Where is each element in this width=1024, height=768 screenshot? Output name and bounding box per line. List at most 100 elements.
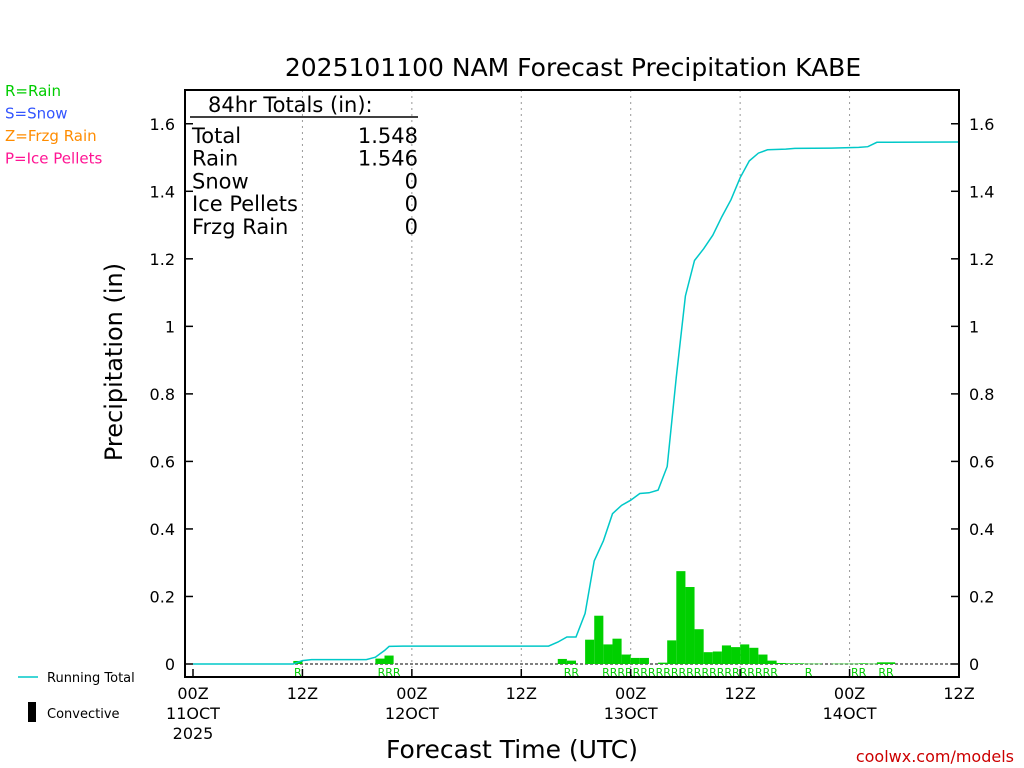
totals-row-label: Snow: [192, 169, 249, 193]
totals-row-value: 0: [405, 192, 418, 216]
type-legend-item: Z=Frzg Rain: [5, 127, 97, 145]
rain-bar: [749, 647, 759, 664]
y-tick-label-right: 1: [969, 317, 979, 336]
rain-bar: [694, 629, 704, 664]
totals-row-value: 0: [405, 215, 418, 239]
rain-bar: [740, 644, 750, 664]
rain-bar: [813, 663, 823, 665]
rain-bar: [767, 660, 777, 664]
totals-row-label: Ice Pellets: [192, 192, 298, 216]
rain-bar: [867, 663, 877, 665]
x-tick-label: 12Z: [287, 684, 318, 703]
rain-bar: [639, 657, 649, 664]
running-total-layer: [193, 141, 960, 665]
type-legend-item: S=Snow: [5, 105, 68, 123]
totals-row-value: 1.548: [358, 124, 418, 148]
rain-bar: [566, 660, 576, 664]
y-tick-label-left: 0.6: [150, 452, 175, 471]
precip-type-legend: R=Rain S=Snow Z=Frzg Rain P=Ice Pellets: [5, 82, 102, 168]
rain-bar: [840, 663, 850, 665]
rain-bar: [375, 658, 385, 664]
rain-bar: [630, 657, 640, 664]
running-total-line: [193, 141, 960, 665]
y-tick-label-right: 0.6: [969, 452, 994, 471]
y-tick-label-right: 1.4: [969, 182, 994, 201]
rain-bar: [731, 647, 741, 664]
rain-bar: [667, 640, 677, 664]
totals-row-label: Frzg Rain: [192, 215, 288, 239]
rain-bar: [585, 639, 595, 664]
rain-bar: [858, 663, 868, 664]
totals-row-label: Total: [191, 124, 241, 148]
totals-row-value: 1.546: [358, 147, 418, 171]
rain-bar: [758, 654, 768, 664]
chart-title: 2025101100 NAM Forecast Precipitation KA…: [285, 53, 861, 82]
x-tick-label: 00Z: [177, 684, 208, 703]
y-axis-label: Precipitation (in): [100, 263, 128, 461]
rain-bar: [557, 658, 567, 664]
precip-type-marker: RR: [851, 666, 867, 679]
precip-type-marker: R: [294, 666, 302, 679]
y-tick-label-right: 0.4: [969, 520, 994, 539]
precip-type-marker: RRR: [378, 666, 401, 679]
x-axis-label: Forecast Time (UTC): [386, 735, 638, 764]
totals-box: 84hr Totals (in): Total 1.548 Rain 1.546 Sno…: [190, 93, 418, 239]
running-total-legend-label: Running Total: [47, 671, 135, 686]
rain-bar: [849, 663, 859, 665]
rain-bar: [603, 644, 613, 664]
rain-bar: [721, 645, 732, 664]
rain-bars: [293, 571, 896, 665]
y-tick-label-right: 1.2: [969, 250, 994, 269]
precip-type-marker: RRRRRRRRRRRRRRRRRRRRRRR: [602, 666, 778, 679]
totals-header: 84hr Totals (in):: [208, 93, 373, 117]
rain-bar: [676, 571, 686, 664]
x-tick-label: 00Z: [615, 684, 646, 703]
rain-bar: [712, 651, 722, 664]
y-tick-label-right: 0: [969, 655, 979, 674]
precip-type-marker: RR: [564, 666, 580, 679]
x-tick-date-label: 14OCT: [823, 704, 877, 723]
rain-bar: [384, 655, 394, 664]
rain-bar: [886, 662, 896, 664]
plot-frame: [184, 89, 960, 678]
rain-bar: [621, 654, 631, 664]
convective-legend-swatch: [28, 702, 36, 722]
rain-bar: [776, 662, 786, 664]
x-tick-label: 00Z: [396, 684, 427, 703]
y-tick-label-left: 1: [165, 317, 175, 336]
x-tick-year-label: 2025: [173, 724, 214, 743]
rain-bar: [703, 652, 713, 664]
y-axis-left: 0 0.2 0.4 0.6 0.8 1 1.2 1.4 1.6: [150, 115, 193, 674]
type-legend-item: P=Ice Pellets: [5, 150, 102, 168]
x-tick-date-label: 11OCT: [166, 704, 220, 723]
y-tick-label-right: 1.6: [969, 115, 994, 134]
rain-bar: [831, 663, 841, 665]
x-tick-date-label: 12OCT: [385, 704, 439, 723]
y-tick-label-left: 1.2: [150, 250, 175, 269]
precip-type-marker: RR: [878, 666, 894, 679]
rain-bar: [658, 662, 668, 664]
rain-bar: [785, 663, 795, 664]
y-tick-label-left: 0.8: [150, 385, 175, 404]
y-tick-label-right: 0.8: [969, 385, 994, 404]
y-tick-label-right: 0.2: [969, 587, 994, 606]
x-tick-date-label: 13OCT: [604, 704, 658, 723]
y-tick-label-left: 0: [165, 655, 175, 674]
y-tick-label-left: 1.4: [150, 182, 175, 201]
credit-text: coolwx.com/models: [856, 747, 1014, 766]
y-tick-label-left: 0.2: [150, 587, 175, 606]
x-tick-label: 12Z: [943, 684, 974, 703]
rain-bar: [685, 587, 695, 664]
y-tick-label-left: 0.4: [150, 520, 175, 539]
totals-row-label: Rain: [192, 147, 238, 171]
rain-bar: [594, 615, 604, 664]
rain-bar: [803, 663, 814, 665]
precip-type-markers: R RRR RR RRRRRRRRRRRRRRRRRRRRRRR R RR RR: [294, 666, 894, 679]
type-legend-item: R=Rain: [5, 82, 61, 100]
y-axis-right: 0 0.2 0.4 0.6 0.8 1 1.2 1.4 1.6: [951, 115, 994, 674]
rain-bar: [794, 663, 804, 664]
x-tick-label: 12Z: [506, 684, 537, 703]
y-tick-label-left: 1.6: [150, 115, 175, 134]
